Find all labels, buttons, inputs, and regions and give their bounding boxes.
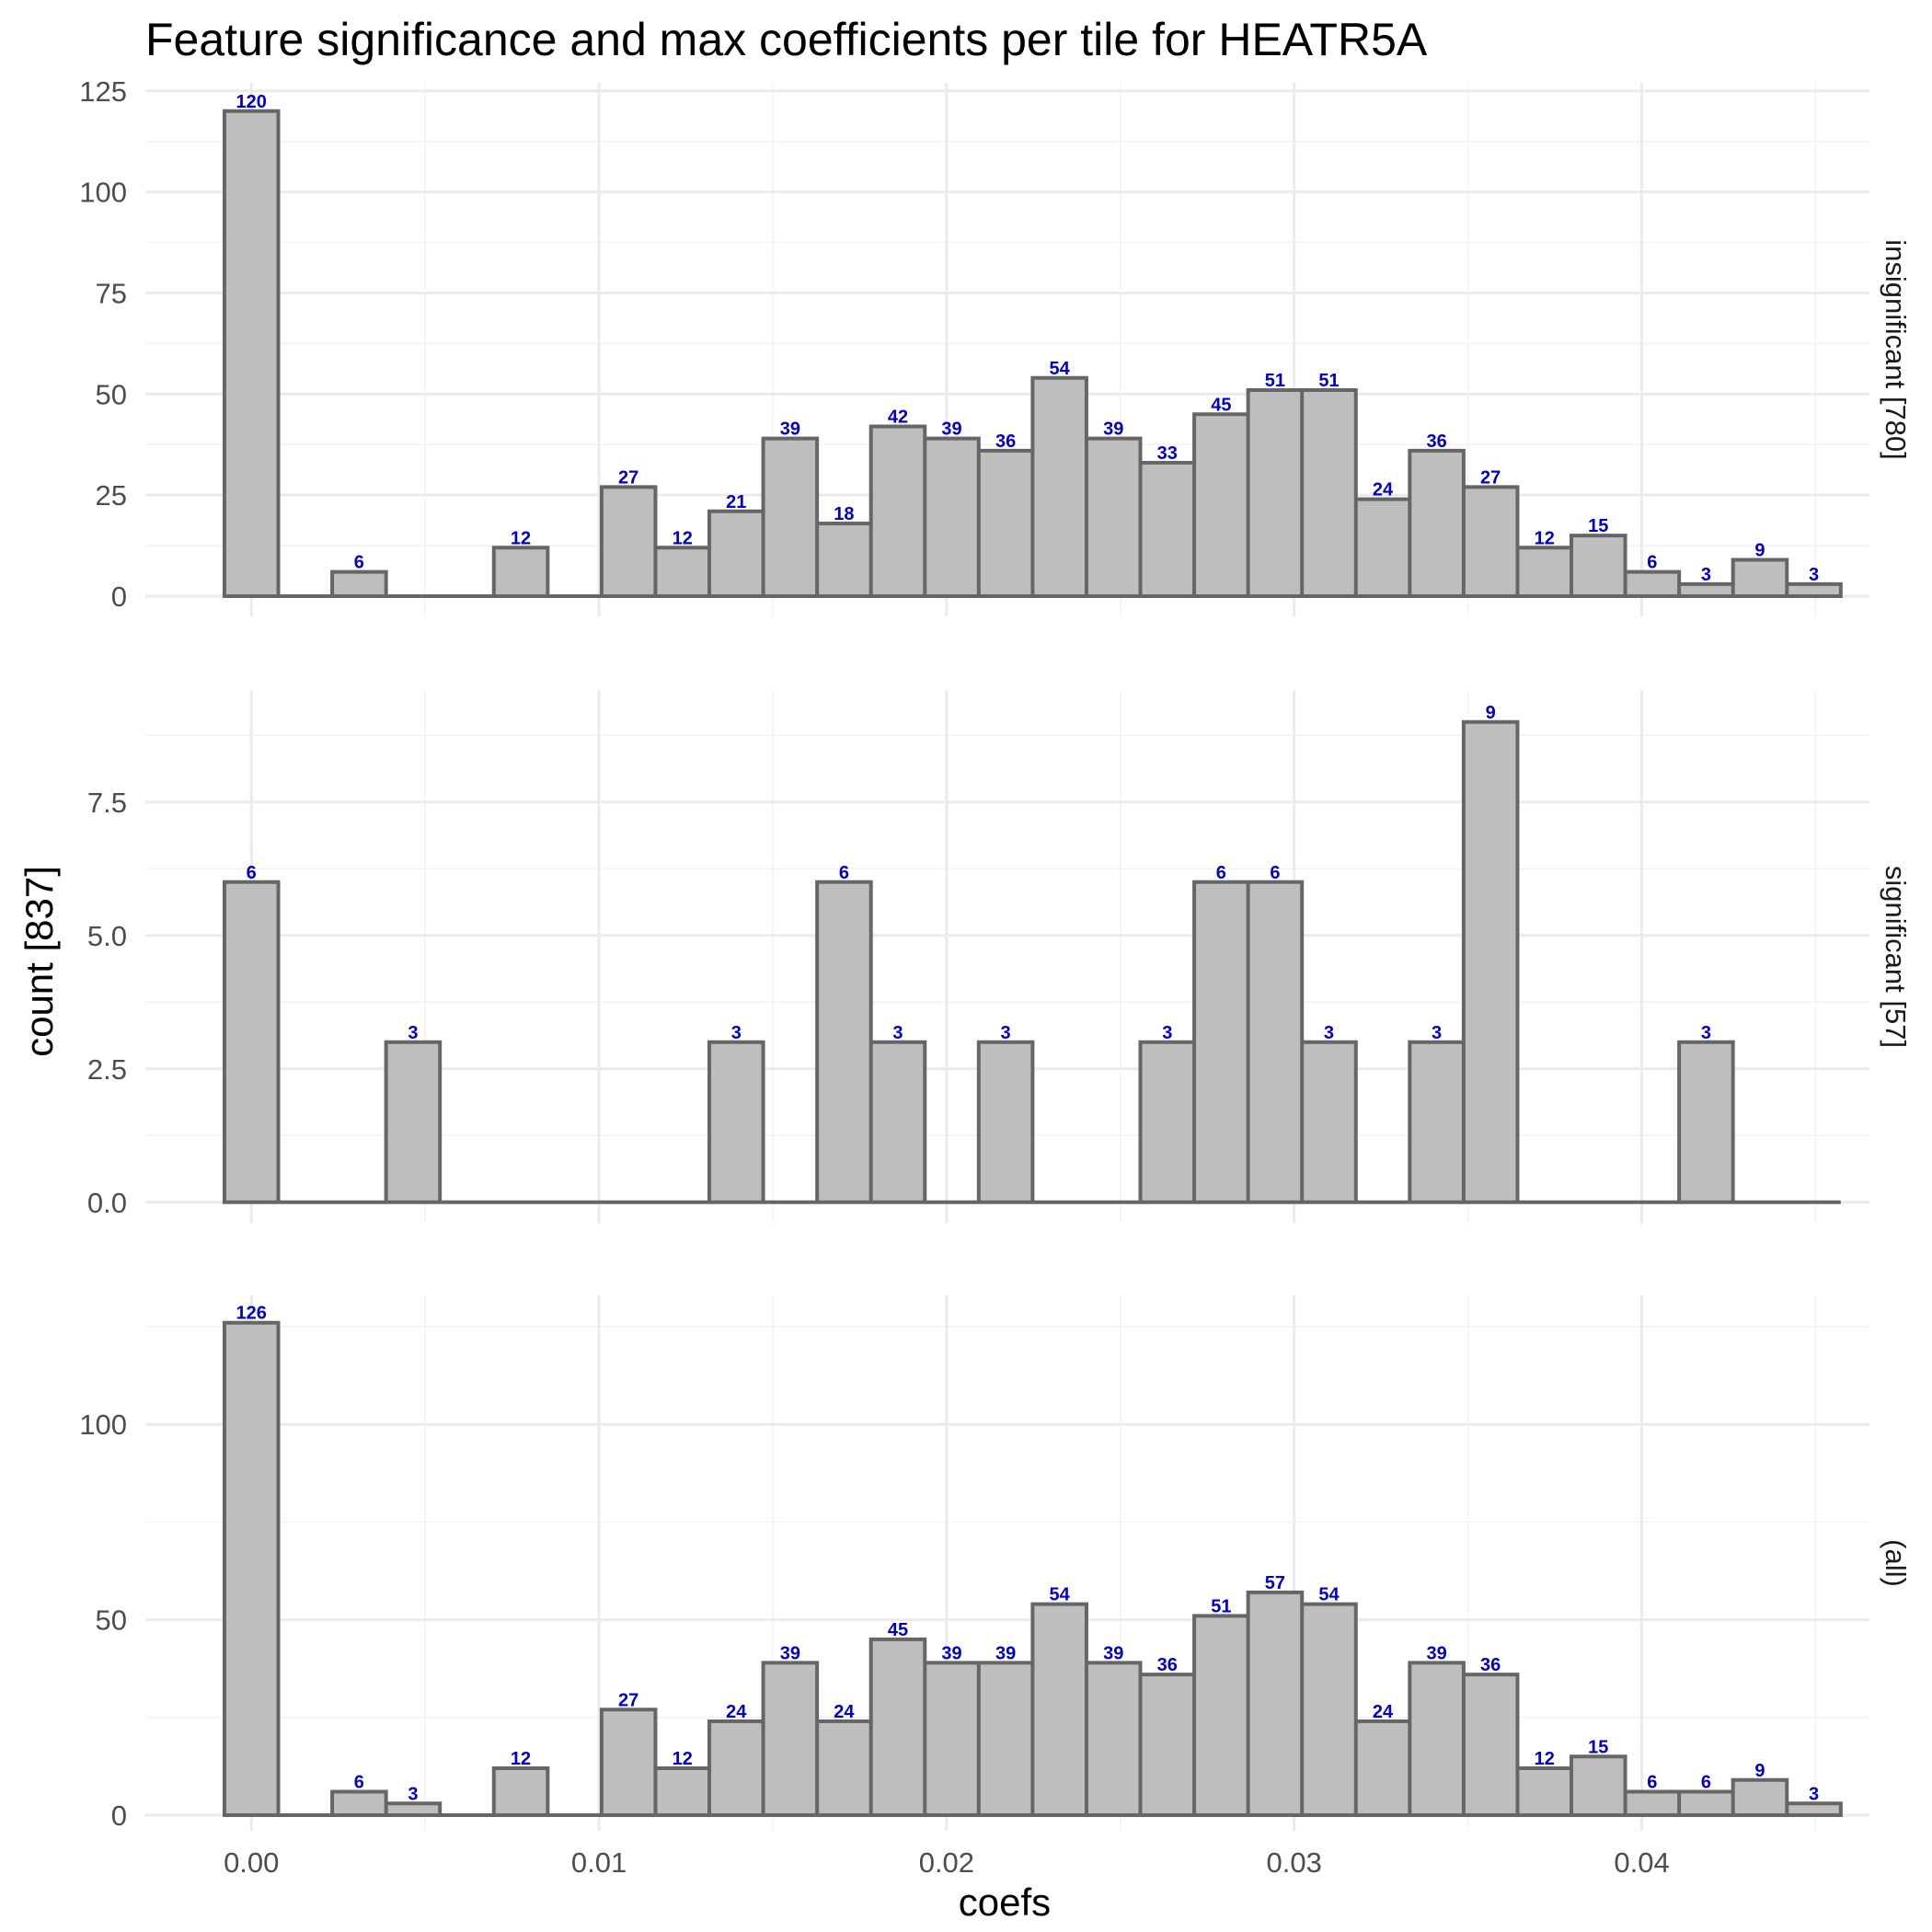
bar-count-label: 57 (1265, 1573, 1285, 1593)
y-tick-label: 2.5 (87, 1053, 127, 1086)
y-tick-label: 125 (79, 75, 127, 108)
facet-strip-label: (all) (1880, 1539, 1912, 1587)
bar-count-label: 24 (726, 1702, 747, 1722)
bar-count-label: 6 (1647, 1773, 1657, 1793)
bar-count-label: 3 (731, 1023, 742, 1043)
bar-count-label: 9 (1754, 1761, 1765, 1781)
bar-count-label: 3 (1432, 1023, 1442, 1043)
x-axis-title: coefs (959, 1880, 1051, 1924)
bar-count-label: 27 (618, 467, 638, 488)
bar-count-label: 39 (1103, 1643, 1123, 1663)
bar-count-label: 6 (1701, 1773, 1711, 1793)
bar-count-label: 12 (1535, 528, 1555, 548)
bar-count-label: 12 (1535, 1749, 1555, 1769)
bar-count-label: 9 (1754, 540, 1765, 560)
x-tick-label: 0.04 (1614, 1846, 1669, 1879)
bar-count-label: 33 (1157, 443, 1178, 464)
bar-count-label: 3 (1809, 565, 1819, 585)
bar-count-label: 6 (1647, 553, 1657, 573)
bar-count-label: 24 (1373, 1702, 1394, 1722)
bar-count-label: 24 (1373, 480, 1394, 500)
y-tick-label: 7.5 (87, 787, 127, 819)
bar-count-label: 36 (995, 431, 1016, 452)
bar-count-label: 39 (941, 1643, 961, 1663)
y-tick-label: 25 (96, 479, 127, 512)
bar-count-label: 6 (1270, 863, 1280, 883)
bar-count-label: 15 (1588, 1737, 1608, 1757)
bar-count-label: 39 (1103, 420, 1123, 440)
bar-count-label: 21 (726, 492, 746, 512)
facet-strip-label: insignificant [780] (1880, 239, 1912, 460)
y-tick-label: 0.0 (87, 1187, 127, 1219)
bar-count-label: 39 (995, 1643, 1016, 1663)
bar-count-label: 42 (888, 407, 908, 427)
facet-panel-2: 0.0 2.5 5.0 7.5 6 3 3 6 3 3 3 6 6 3 3 9 3 significant [57… (87, 690, 1912, 1224)
histogram-bars (222, 719, 1841, 1204)
bar-count-label: 51 (1211, 1596, 1231, 1616)
bar-count-label: 45 (1211, 395, 1231, 415)
bar-count-label: 27 (1480, 467, 1501, 488)
bar-count-label: 39 (1426, 1643, 1446, 1663)
bar-count-label: 6 (1216, 863, 1226, 883)
bar-count-label: 51 (1265, 371, 1285, 391)
x-tick-label: 0.01 (571, 1846, 627, 1879)
bar-count-label: 6 (354, 553, 364, 573)
x-tick-label: 0.03 (1267, 1846, 1322, 1879)
bar-count-label: 3 (892, 1023, 903, 1043)
bar-count-label: 3 (408, 1784, 418, 1804)
bar-count-label: 12 (511, 1749, 531, 1769)
y-tick-label: 0 (111, 581, 127, 613)
bar-count-label: 39 (780, 1643, 800, 1663)
x-tick-label: 0.02 (919, 1846, 974, 1879)
y-tick-label: 5.0 (87, 920, 127, 952)
bar-count-label: 39 (780, 420, 800, 440)
histogram-bars (222, 109, 1843, 599)
bar-count-label: 24 (834, 1702, 855, 1722)
bar-count-label: 9 (1486, 703, 1496, 723)
bar-count-label: 3 (1701, 1023, 1711, 1043)
bar-count-label: 3 (1809, 1784, 1819, 1804)
bar-count-label: 36 (1480, 1655, 1501, 1675)
x-tick-label: 0.00 (224, 1846, 279, 1879)
y-tick-label: 100 (79, 1409, 127, 1441)
bar-count-label: 3 (1001, 1023, 1011, 1043)
bar-count-label: 45 (888, 1620, 908, 1640)
bar-count-label: 12 (511, 528, 531, 548)
bar-count-label: 27 (618, 1690, 638, 1710)
bar-count-label: 51 (1318, 371, 1339, 391)
histogram-bars (222, 1320, 1843, 1818)
bar-count-label: 3 (408, 1023, 418, 1043)
bar-count-label: 54 (1050, 359, 1071, 379)
bar-count-label: 54 (1050, 1585, 1071, 1605)
bar-count-label: 15 (1588, 516, 1608, 536)
bar-count-label: 6 (839, 863, 849, 883)
y-tick-label: 100 (79, 177, 127, 209)
bar-count-label: 126 (236, 1304, 267, 1324)
y-tick-label: 75 (96, 277, 127, 309)
bar-count-label: 3 (1701, 565, 1711, 585)
bar-count-label: 36 (1157, 1655, 1178, 1675)
bar-count-label: 39 (941, 420, 961, 440)
bar-count-label: 12 (673, 528, 693, 548)
bar-count-label: 6 (247, 863, 257, 883)
bar-count-label: 36 (1426, 431, 1446, 452)
bar-count-label: 12 (673, 1749, 693, 1769)
chart-title: Feature significance and max coefficient… (145, 14, 1428, 65)
y-tick-label: 50 (96, 1604, 127, 1637)
y-axis-title: count [837] (17, 866, 61, 1057)
bar-count-label: 6 (354, 1773, 364, 1793)
y-tick-label: 50 (96, 378, 127, 410)
y-tick-label: 0 (111, 1800, 127, 1832)
bar-count-label: 3 (1324, 1023, 1334, 1043)
facet-strip-label: significant [57] (1880, 866, 1912, 1048)
bar-count-label: 3 (1162, 1023, 1172, 1043)
bar-count-label: 120 (236, 92, 267, 112)
bar-count-label: 18 (834, 504, 854, 524)
bar-count-label: 54 (1318, 1585, 1340, 1605)
